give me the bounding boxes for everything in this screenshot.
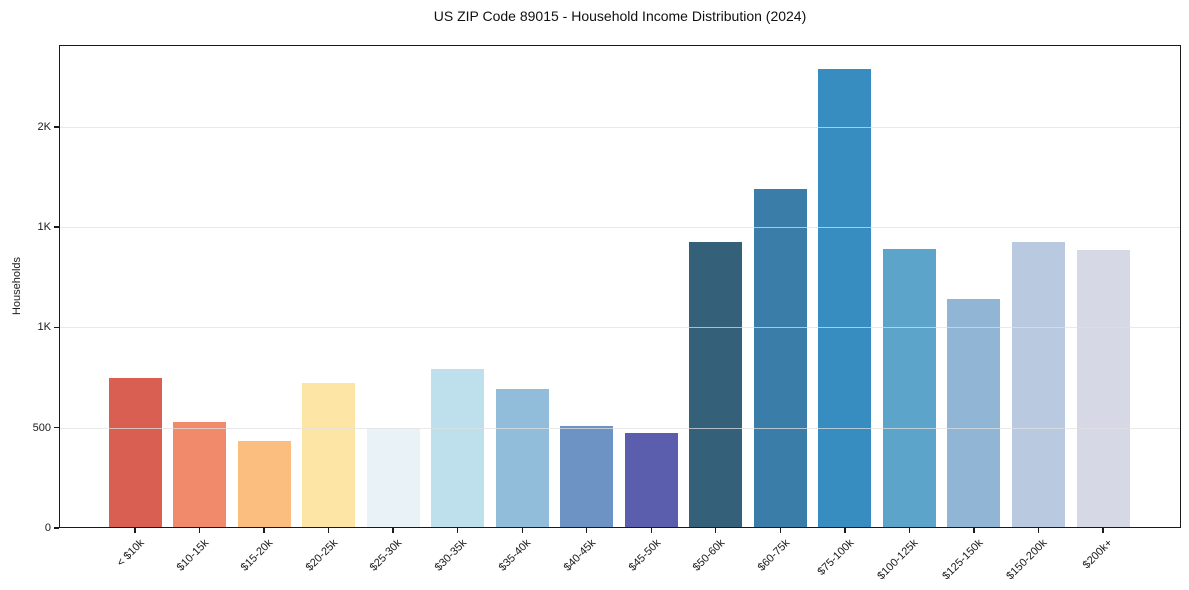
x-tick-label: $60-75k (755, 537, 792, 574)
x-tick-label: $30-35k (432, 537, 470, 574)
y-tick-label: 500 (32, 421, 51, 434)
x-tick-mark (844, 528, 846, 533)
x-tick-mark (134, 528, 136, 533)
x-tick-label: $45-50k (626, 537, 663, 574)
x-tick-label: $25-30k (368, 537, 405, 574)
gridline (59, 427, 1181, 429)
y-tick-label: 2K (37, 120, 51, 133)
bar (753, 189, 807, 528)
bar (495, 388, 549, 528)
x-tick-label: $100-125k (875, 537, 921, 583)
plot-area (59, 45, 1181, 528)
x-tick-mark (263, 528, 265, 533)
x-tick-mark (456, 528, 459, 533)
bar (560, 425, 614, 528)
x-tick-label: $35-40k (497, 537, 534, 574)
x-tick-label: $50-60k (690, 537, 728, 574)
x-tick-mark (1037, 528, 1040, 533)
bar (1076, 250, 1130, 528)
bar (108, 377, 162, 528)
x-tick-mark (327, 528, 330, 533)
x-tick-label: $40-45k (561, 537, 599, 574)
x-tick-label: $10-15k (174, 537, 212, 574)
bar (882, 249, 936, 528)
bar (431, 368, 485, 528)
x-tick-mark (1102, 528, 1104, 533)
x-tick-label: $125-150k (940, 537, 986, 583)
x-tick-mark (973, 528, 975, 533)
bar (173, 421, 227, 528)
gridline (59, 126, 1181, 128)
chart-title: US ZIP Code 89015 - Household Income Dis… (433, 8, 807, 24)
x-tick-mark (715, 528, 717, 533)
y-tick-mark (54, 527, 59, 529)
x-tick-mark (779, 528, 782, 533)
bar (237, 440, 291, 528)
bar (366, 427, 420, 528)
x-tick-mark (198, 528, 201, 533)
y-axis-label: Households (11, 256, 23, 316)
y-tick-mark (54, 326, 59, 329)
bar (947, 299, 1001, 528)
bar (818, 68, 872, 528)
y-tick-label: 0 (44, 522, 51, 534)
x-tick-mark (586, 528, 588, 533)
x-tick-mark (521, 528, 523, 533)
x-tick-label: $150-200k (1004, 537, 1050, 583)
bar (1011, 242, 1065, 528)
bar (689, 242, 743, 528)
y-tick-mark (54, 226, 59, 228)
y-tick-mark (54, 126, 59, 128)
x-tick-label: $75-100k (815, 537, 857, 578)
x-tick-label: < $10k (114, 537, 147, 570)
gridline (59, 327, 1181, 329)
gridline (59, 227, 1181, 229)
bar (302, 382, 356, 528)
y-tick-mark (54, 427, 59, 429)
x-tick-label: $15-20k (238, 537, 276, 574)
x-tick-label: $20-25k (303, 537, 341, 574)
bar (624, 432, 678, 528)
x-tick-mark (650, 528, 652, 533)
y-tick-label: 1K (37, 321, 51, 334)
x-tick-label: $200k+ (1080, 537, 1115, 572)
y-tick-label: 1K (37, 221, 51, 234)
x-tick-mark (908, 528, 911, 533)
x-tick-mark (392, 528, 394, 533)
